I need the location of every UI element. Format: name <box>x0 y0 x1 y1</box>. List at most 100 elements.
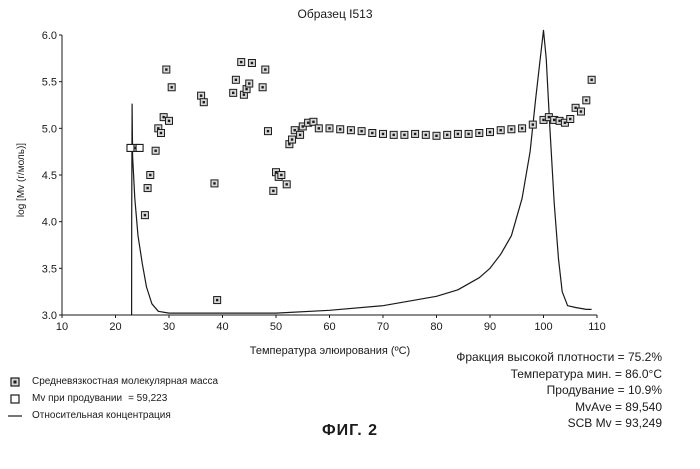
mv-point-core <box>360 130 362 132</box>
mv-point-core <box>564 122 566 124</box>
mv-point <box>238 59 245 66</box>
y-tick-label: 4.0 <box>42 217 57 229</box>
mv-point-core <box>532 123 534 125</box>
mv-point <box>163 66 170 73</box>
y-tick-label: 3.5 <box>42 263 57 275</box>
y-tick-label: 6.0 <box>42 30 57 42</box>
mv-point-core <box>467 133 469 135</box>
mv-point-core <box>580 110 582 112</box>
x-tick-label: 70 <box>377 321 389 333</box>
mv-point <box>497 127 504 134</box>
mv-point <box>476 130 483 137</box>
mv-point-core <box>291 138 293 140</box>
mv-point-core <box>446 134 448 136</box>
mv-point-core <box>414 133 416 135</box>
mv-point-core <box>339 128 341 130</box>
mv-point-core <box>548 116 550 118</box>
open-square-icon <box>8 392 22 406</box>
mv-point-core <box>267 130 269 132</box>
legend-label: Средневязкостная молекулярная масса <box>32 373 218 390</box>
mv-point-core <box>286 183 288 185</box>
mv-point <box>369 130 376 137</box>
x-tick-label: 60 <box>323 321 335 333</box>
mv-point-core <box>264 68 266 70</box>
x-tick-label: 20 <box>109 321 121 333</box>
mv-point-core <box>294 129 296 131</box>
mv-point-core <box>216 299 218 301</box>
mv-point <box>315 125 322 132</box>
mv-point-core <box>585 99 587 101</box>
mv-point <box>465 130 472 137</box>
mv-point <box>144 185 151 192</box>
mv-point <box>454 130 461 137</box>
mv-point-core <box>307 122 309 124</box>
y-tick-label: 5.5 <box>42 77 57 89</box>
mv-point-core <box>371 132 373 134</box>
x-axis-label: Температура элюирования (ºC) <box>250 345 410 357</box>
mv-point <box>262 66 269 73</box>
mv-point <box>412 130 419 137</box>
mv-point-core <box>240 61 242 63</box>
mv-point <box>529 121 536 128</box>
stat-high-density-fraction: Фракция высокой плотности = 75.2% <box>456 349 662 366</box>
mv-point-core <box>553 119 555 121</box>
mv-point-core <box>165 68 167 70</box>
mv-point <box>152 147 159 154</box>
purge-point <box>127 144 134 151</box>
mv-point-core <box>521 127 523 129</box>
mv-point-core <box>144 214 146 216</box>
mv-point-core <box>232 92 234 94</box>
mv-point <box>487 129 494 136</box>
axis-ticks: 1020304050607080901001103.03.54.04.55.05… <box>42 30 606 333</box>
mv-point-core <box>403 134 405 136</box>
statistics-block: Фракция высокой плотности = 75.2% Темпер… <box>456 349 662 432</box>
mv-point <box>147 172 154 179</box>
mv-point <box>358 128 365 135</box>
mv-point <box>519 125 526 132</box>
stat-mv-ave: MvAve = 89,540 <box>456 399 662 416</box>
mv-point-core <box>435 135 437 137</box>
concentration-line <box>132 30 592 315</box>
mv-point-core <box>280 174 282 176</box>
y-tick-label: 5.0 <box>42 123 57 135</box>
mv-point <box>347 127 354 134</box>
x-tick-label: 30 <box>163 321 175 333</box>
mv-point <box>232 76 239 83</box>
mv-point-core <box>299 134 301 136</box>
mv-point-core <box>312 121 314 123</box>
data-marks <box>127 30 595 315</box>
mv-point <box>198 92 205 99</box>
mv-point <box>297 131 304 138</box>
mv-point <box>289 136 296 143</box>
y-tick-label: 4.5 <box>42 170 57 182</box>
mv-point-core <box>590 79 592 81</box>
square-marker-icon <box>8 375 22 389</box>
mv-point-core <box>328 127 330 129</box>
mv-point <box>577 108 584 115</box>
mv-point <box>444 131 451 138</box>
mv-point <box>214 297 221 304</box>
mv-point-core <box>200 94 202 96</box>
mv-point <box>337 126 344 133</box>
mv-point-core <box>425 134 427 136</box>
mv-point <box>283 181 290 188</box>
mv-point-core <box>318 127 320 129</box>
mv-point-core <box>168 120 170 122</box>
mv-point <box>401 131 408 138</box>
legend: Средневязкостная молекулярная масса Mv п… <box>8 373 224 424</box>
mv-point <box>380 130 387 137</box>
mv-point <box>567 116 574 123</box>
mv-point <box>583 97 590 104</box>
y-axis-label: log [Mv (г/моль)] <box>16 143 27 217</box>
mv-point-core <box>489 131 491 133</box>
mv-point <box>508 126 515 133</box>
mv-point-core <box>248 82 250 84</box>
mv-point <box>588 76 595 83</box>
x-tick-label: 100 <box>534 321 552 333</box>
mv-point-core <box>235 79 237 81</box>
mv-point-core <box>160 132 162 134</box>
mv-point <box>310 118 317 125</box>
mv-point-core <box>558 120 560 122</box>
mv-point-core <box>510 128 512 130</box>
mv-point-core <box>149 174 151 176</box>
